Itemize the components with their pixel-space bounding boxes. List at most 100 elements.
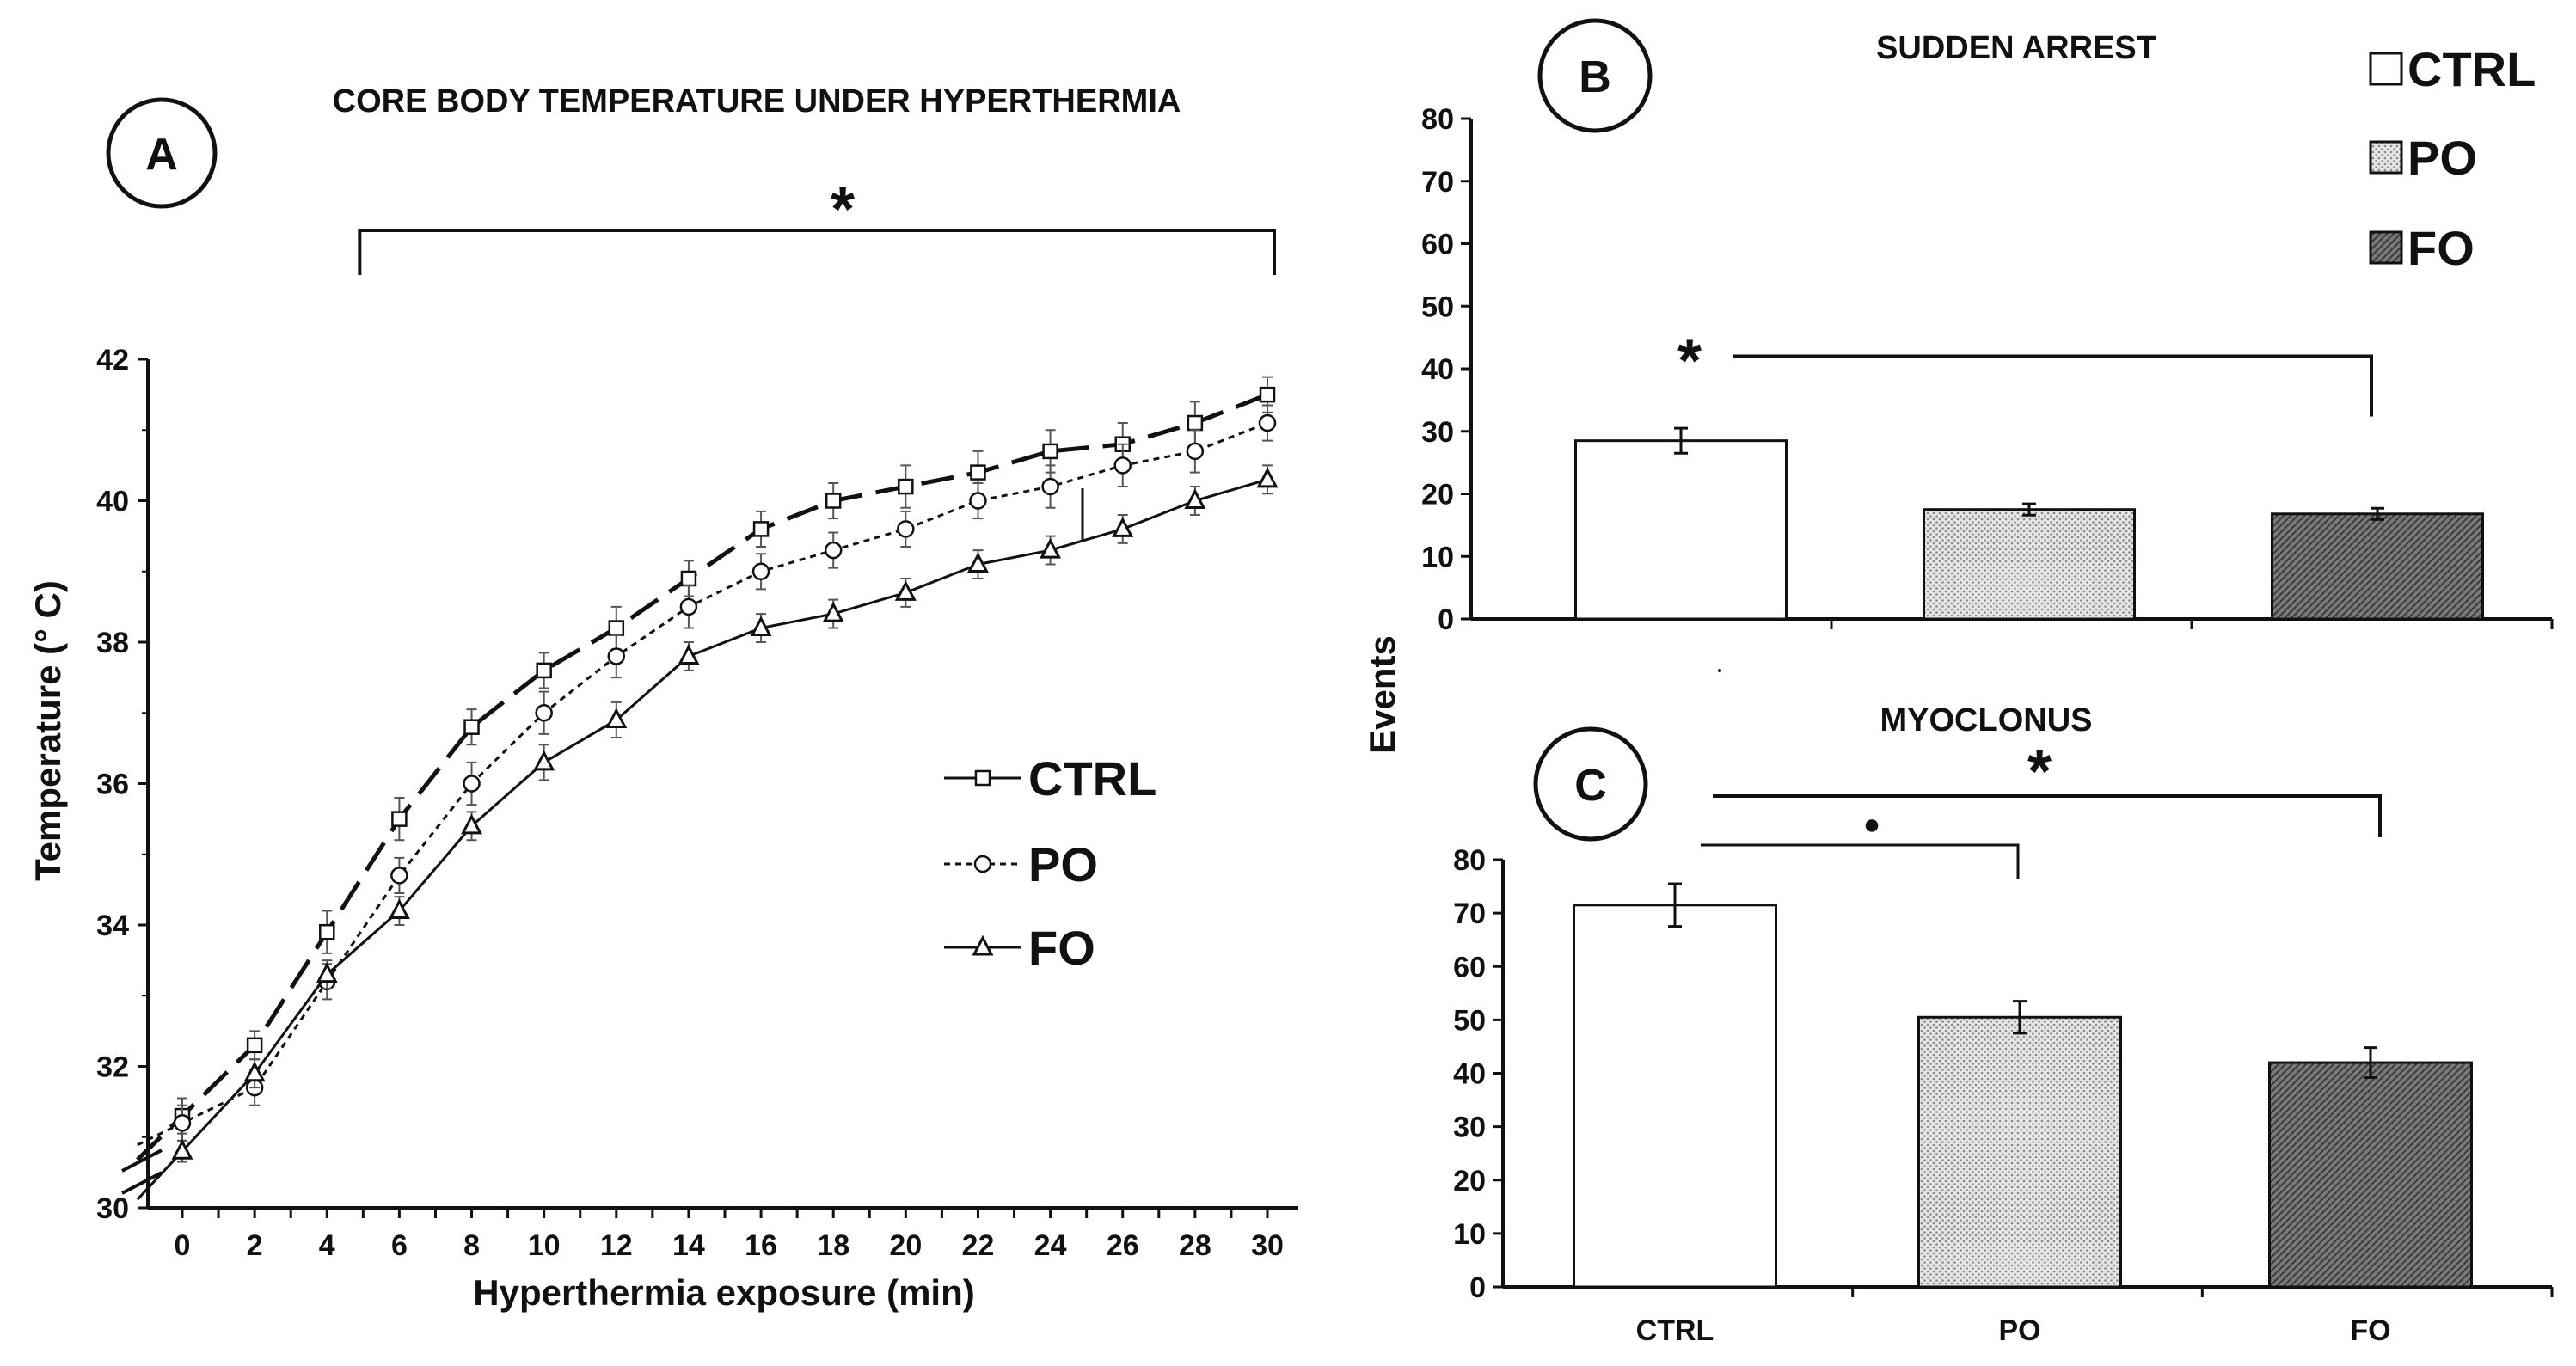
panel-b-y-tick-label: 0 xyxy=(1438,603,1454,636)
panel-a-point-po xyxy=(607,647,626,665)
panel-a-point-po xyxy=(1186,442,1205,461)
panel-b-letter: B xyxy=(1579,52,1611,102)
panel-a-letter: A xyxy=(145,130,178,180)
panel-a-point-ctrl xyxy=(1042,443,1058,460)
panel-b-y-tick-label: 10 xyxy=(1421,541,1454,573)
panel-b-bar-fo xyxy=(2271,512,2484,621)
panel-a-x-tick-label: 24 xyxy=(1034,1229,1067,1262)
panel-a-point-fo xyxy=(822,601,844,622)
panel-a-point-ctrl xyxy=(246,1037,263,1054)
panel-a-x-tick-label: 16 xyxy=(745,1229,777,1262)
panel-b-ticks: 0 10 20 30 40 50 60 70 80 xyxy=(1421,103,2554,636)
panel-c-annotations: *● xyxy=(1701,738,2382,879)
panel-c-circle xyxy=(1533,726,1648,842)
panel-a-y-tick-label: 42 xyxy=(96,344,129,377)
panel-a-point-ctrl xyxy=(463,719,480,735)
panel-c-y-tick-label: 60 xyxy=(1453,951,1486,983)
panel-a-point-fo xyxy=(605,708,628,728)
panel-b-error-bar xyxy=(2022,502,2036,517)
panel-b-y-tick-label: 50 xyxy=(1421,291,1454,323)
panel-b-stray-dot xyxy=(1718,669,1721,672)
panel-c-y-tick-label: 80 xyxy=(1453,844,1486,877)
panel-a-point-fo xyxy=(533,750,555,771)
panel-b: B SUDDEN ARREST 0 10 20 30 40 50 60 70 80 * CTRL… xyxy=(1421,18,2554,672)
panel-a-point-fo xyxy=(1040,537,1062,559)
panel-c-y-tick-label: 30 xyxy=(1453,1112,1486,1144)
panel-a-point-fo xyxy=(678,644,700,665)
panel-a-point-fo xyxy=(461,813,483,835)
panel-a-point-po xyxy=(679,597,698,616)
panel-a-point-po xyxy=(751,562,770,580)
panel-b-title: SUDDEN ARREST xyxy=(1876,30,2156,66)
panel-a-point-fo xyxy=(316,962,338,983)
panel-b-y-tick-label: 60 xyxy=(1421,229,1454,261)
panel-a-point-ctrl xyxy=(608,620,625,636)
panel-a-point-fo xyxy=(388,898,410,920)
panel-a-point-ctrl xyxy=(825,493,842,509)
panel-c-bars: CTRL PO FO xyxy=(1573,882,2473,1347)
panel-a-point-fo xyxy=(243,1061,266,1082)
panel-c-y-tick-label: 40 xyxy=(1453,1058,1486,1091)
panel-b-legend-label: CTRL xyxy=(2407,42,2536,96)
panel-b-error-bar xyxy=(1674,426,1688,455)
panel-a-axis-break xyxy=(121,1149,163,1195)
panel-a-point-po xyxy=(897,520,915,538)
panel-a-point-fo xyxy=(1184,488,1206,509)
panel-a-series-po xyxy=(137,404,1277,1147)
panel-b-circle xyxy=(1537,18,1653,133)
panel-a-x-tick-label: 6 xyxy=(391,1229,408,1262)
panel-b-legend-label: PO xyxy=(2407,131,2477,185)
panel-c-significance-bracket-dot xyxy=(1701,843,2020,879)
panel-c-error-bar xyxy=(1668,882,1682,928)
panel-a-x-tick-label: 30 xyxy=(1251,1229,1284,1262)
panel-b-error-bar xyxy=(2371,506,2384,521)
panel-a-point-ctrl xyxy=(680,570,697,587)
panel-c-significance-star: * xyxy=(2027,738,2052,806)
panel-a-legend-label: FO xyxy=(1028,921,1095,975)
panel-a-y-tick-label: 38 xyxy=(96,627,129,659)
panel-b-legend-label: FO xyxy=(2407,221,2475,275)
panel-c-y-tick-label: 70 xyxy=(1453,897,1486,930)
panel-a-point-ctrl xyxy=(536,662,552,679)
panel-b-y-tick-label: 20 xyxy=(1421,479,1454,511)
panel-c-category-label: PO xyxy=(1998,1314,2040,1347)
panel-a-circle xyxy=(106,97,218,209)
panel-a-point-ctrl xyxy=(1187,414,1204,432)
panel-a-series-ctrl xyxy=(136,376,1276,1161)
panel-c-title: MYOCLONUS xyxy=(1880,702,2093,738)
panel-a-point-po xyxy=(390,867,408,885)
panel-c-significance-bracket-star xyxy=(1713,794,2382,837)
panel-a-title: CORE BODY TEMPERATURE UNDER HYPERTHERMIA xyxy=(333,83,1181,119)
panel-a-point-ctrl xyxy=(319,923,335,940)
panel-c-y-tick-label: 0 xyxy=(1469,1271,1486,1304)
panel-b-y-tick-label: 80 xyxy=(1421,103,1454,136)
panel-a-point-po xyxy=(1258,413,1277,432)
panel-c-letter: C xyxy=(1574,761,1607,811)
panel-b-significance-star: * xyxy=(1677,327,1702,395)
panel-a-y-tick-label: 30 xyxy=(96,1192,129,1225)
panel-b-legend-swatch xyxy=(2369,140,2403,175)
panel-a-series-fo xyxy=(136,464,1279,1201)
panel-a-point-ctrl xyxy=(752,521,770,537)
panel-a-x-tick-label: 26 xyxy=(1107,1229,1139,1262)
panel-c-category-label: FO xyxy=(2350,1314,2390,1347)
panel-b-legend: CTRL PO FO xyxy=(2369,42,2536,275)
panel-a-y-tick-label: 32 xyxy=(96,1051,129,1084)
panel-a-point-po xyxy=(173,1114,192,1132)
panel-a-point-ctrl xyxy=(1259,386,1276,403)
panel-a-legend-marker xyxy=(973,855,992,873)
panel-b-legend-swatch xyxy=(2369,230,2403,265)
panel-a-legend-label: PO xyxy=(1028,837,1098,891)
panel-a-x-tick-label: 0 xyxy=(175,1229,191,1262)
panel-a-x-tick-label: 22 xyxy=(962,1229,995,1262)
panel-a-point-po xyxy=(1113,456,1132,475)
panel-a-x-tick-label: 20 xyxy=(889,1229,922,1262)
panel-a-point-ctrl xyxy=(391,811,408,827)
panel-a-legend-label: CTRL xyxy=(1028,751,1156,806)
panel-b-significance-bracket xyxy=(1733,354,2373,417)
panel-a-point-ctrl xyxy=(898,478,914,495)
panel-a-series xyxy=(136,376,1279,1201)
panel-c-error-bar xyxy=(2364,1046,2377,1079)
